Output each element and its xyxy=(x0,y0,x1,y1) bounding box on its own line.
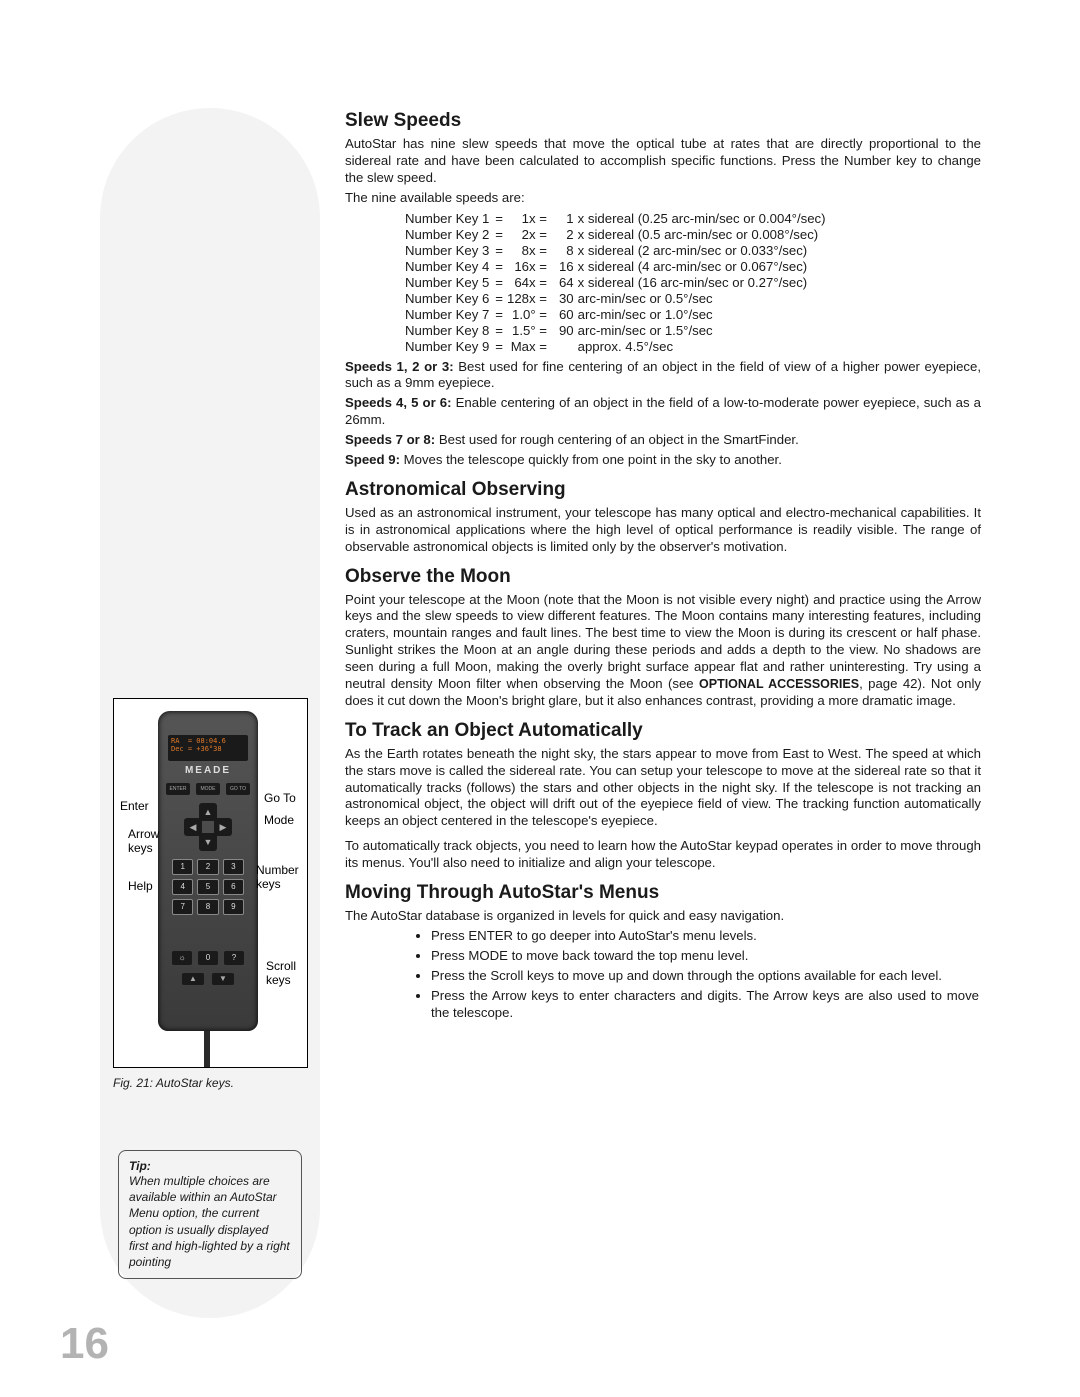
callout-goto: Go To xyxy=(264,791,296,805)
list-item: Press the Arrow keys to enter characters… xyxy=(431,988,981,1022)
para-track-1: As the Earth rotates beneath the night s… xyxy=(345,746,981,830)
table-row: Number Key 1=1x =1x sidereal (0.25 arc-m… xyxy=(405,211,832,227)
mode-key: MODE xyxy=(196,783,220,795)
para-astro-observing: Used as an astronomical instrument, your… xyxy=(345,505,981,556)
controller-brand: MEADE xyxy=(158,765,258,776)
slew-speed-table: Number Key 1=1x =1x sidereal (0.25 arc-m… xyxy=(405,211,832,355)
para-speeds-456: Speeds 4, 5 or 6: Enable centering of an… xyxy=(345,395,981,429)
list-item: Press MODE to move back toward the top m… xyxy=(431,948,981,965)
para-speed-9: Speed 9: Moves the telescope quickly fro… xyxy=(345,452,981,469)
table-row: Number Key 9=Max =approx. 4.5°/sec xyxy=(405,339,832,355)
arrow-keys: ▲ ▼ ◀ ▶ xyxy=(184,803,232,851)
callout-help: Help xyxy=(128,879,153,893)
heading-track-auto: To Track an Object Automatically xyxy=(345,720,981,742)
callout-enter: Enter xyxy=(120,799,149,813)
para-speeds-123: Speeds 1, 2 or 3: Best used for fine cen… xyxy=(345,359,981,393)
para-speeds-78: Speeds 7 or 8: Best used for rough cente… xyxy=(345,432,981,449)
arrow-left-icon: ◀ xyxy=(184,818,202,836)
autostar-controller: RA = 08:04.6 Dec = +36°38 MEADE ENTER MO… xyxy=(158,711,258,1031)
arrow-right-icon: ▶ xyxy=(214,818,232,836)
heading-observe-moon: Observe the Moon xyxy=(345,566,981,588)
table-row: Number Key 7=1.0° =60arc-min/sec or 1.0°… xyxy=(405,307,832,323)
figure-frame: RA = 08:04.6 Dec = +36°38 MEADE ENTER MO… xyxy=(113,698,308,1068)
para-track-2: To automatically track objects, you need… xyxy=(345,838,981,872)
para-slew-intro: AutoStar has nine slew speeds that move … xyxy=(345,136,981,187)
callout-number: Number keys xyxy=(256,863,299,891)
main-content: Slew Speeds AutoStar has nine slew speed… xyxy=(345,110,981,1024)
callout-scroll: Scroll keys xyxy=(266,959,296,987)
para-observe-moon: Point your telescope at the Moon (note t… xyxy=(345,592,981,710)
heading-menus: Moving Through AutoStar's Menus xyxy=(345,882,981,904)
list-item: Press ENTER to go deeper into AutoStar's… xyxy=(431,928,981,945)
heading-astro-observing: Astronomical Observing xyxy=(345,479,981,501)
tip-body: When multiple choices are available with… xyxy=(129,1173,291,1270)
figure-caption: Fig. 21: AutoStar keys. xyxy=(113,1076,308,1090)
para-slew-avail: The nine available speeds are: xyxy=(345,190,981,207)
list-item: Press the Scroll keys to move up and dow… xyxy=(431,968,981,985)
arrow-down-icon: ▼ xyxy=(199,833,217,851)
tip-title: Tip: xyxy=(129,1159,291,1173)
page-number: 16 xyxy=(60,1319,109,1369)
table-row: Number Key 3=8x =8x sidereal (2 arc-min/… xyxy=(405,243,832,259)
callout-mode: Mode xyxy=(264,813,294,827)
tip-box: Tip: When multiple choices are available… xyxy=(118,1150,302,1279)
scroll-up-icon: ▲ xyxy=(182,973,204,985)
scroll-down-icon: ▼ xyxy=(212,973,234,985)
controller-cable xyxy=(204,1031,210,1067)
scroll-keys: ▲ ▼ xyxy=(182,973,234,985)
table-row: Number Key 4=16x =16x sidereal (4 arc-mi… xyxy=(405,259,832,275)
callout-arrow: Arrow keys xyxy=(128,827,159,855)
table-row: Number Key 2=2x =2x sidereal (0.5 arc-mi… xyxy=(405,227,832,243)
controller-screen: RA = 08:04.6 Dec = +36°38 xyxy=(168,735,248,761)
goto-key: GO TO xyxy=(226,783,250,795)
table-row: Number Key 8=1.5° =90arc-min/sec or 1.5°… xyxy=(405,323,832,339)
light-key: ☼ xyxy=(172,951,192,965)
help-key: ? xyxy=(224,951,244,965)
zero-key: 0 xyxy=(198,951,218,965)
heading-slew-speeds: Slew Speeds xyxy=(345,110,981,132)
table-row: Number Key 5=64x =64x sidereal (16 arc-m… xyxy=(405,275,832,291)
table-row: Number Key 6=128x =30arc-min/sec or 0.5°… xyxy=(405,291,832,307)
figure-autostar-keys: RA = 08:04.6 Dec = +36°38 MEADE ENTER MO… xyxy=(113,698,308,1090)
menus-bullet-list: Press ENTER to go deeper into AutoStar's… xyxy=(431,928,981,1021)
enter-key: ENTER xyxy=(166,783,190,795)
para-menus-intro: The AutoStar database is organized in le… xyxy=(345,908,981,925)
number-keys: 123 456 789 xyxy=(172,859,244,915)
